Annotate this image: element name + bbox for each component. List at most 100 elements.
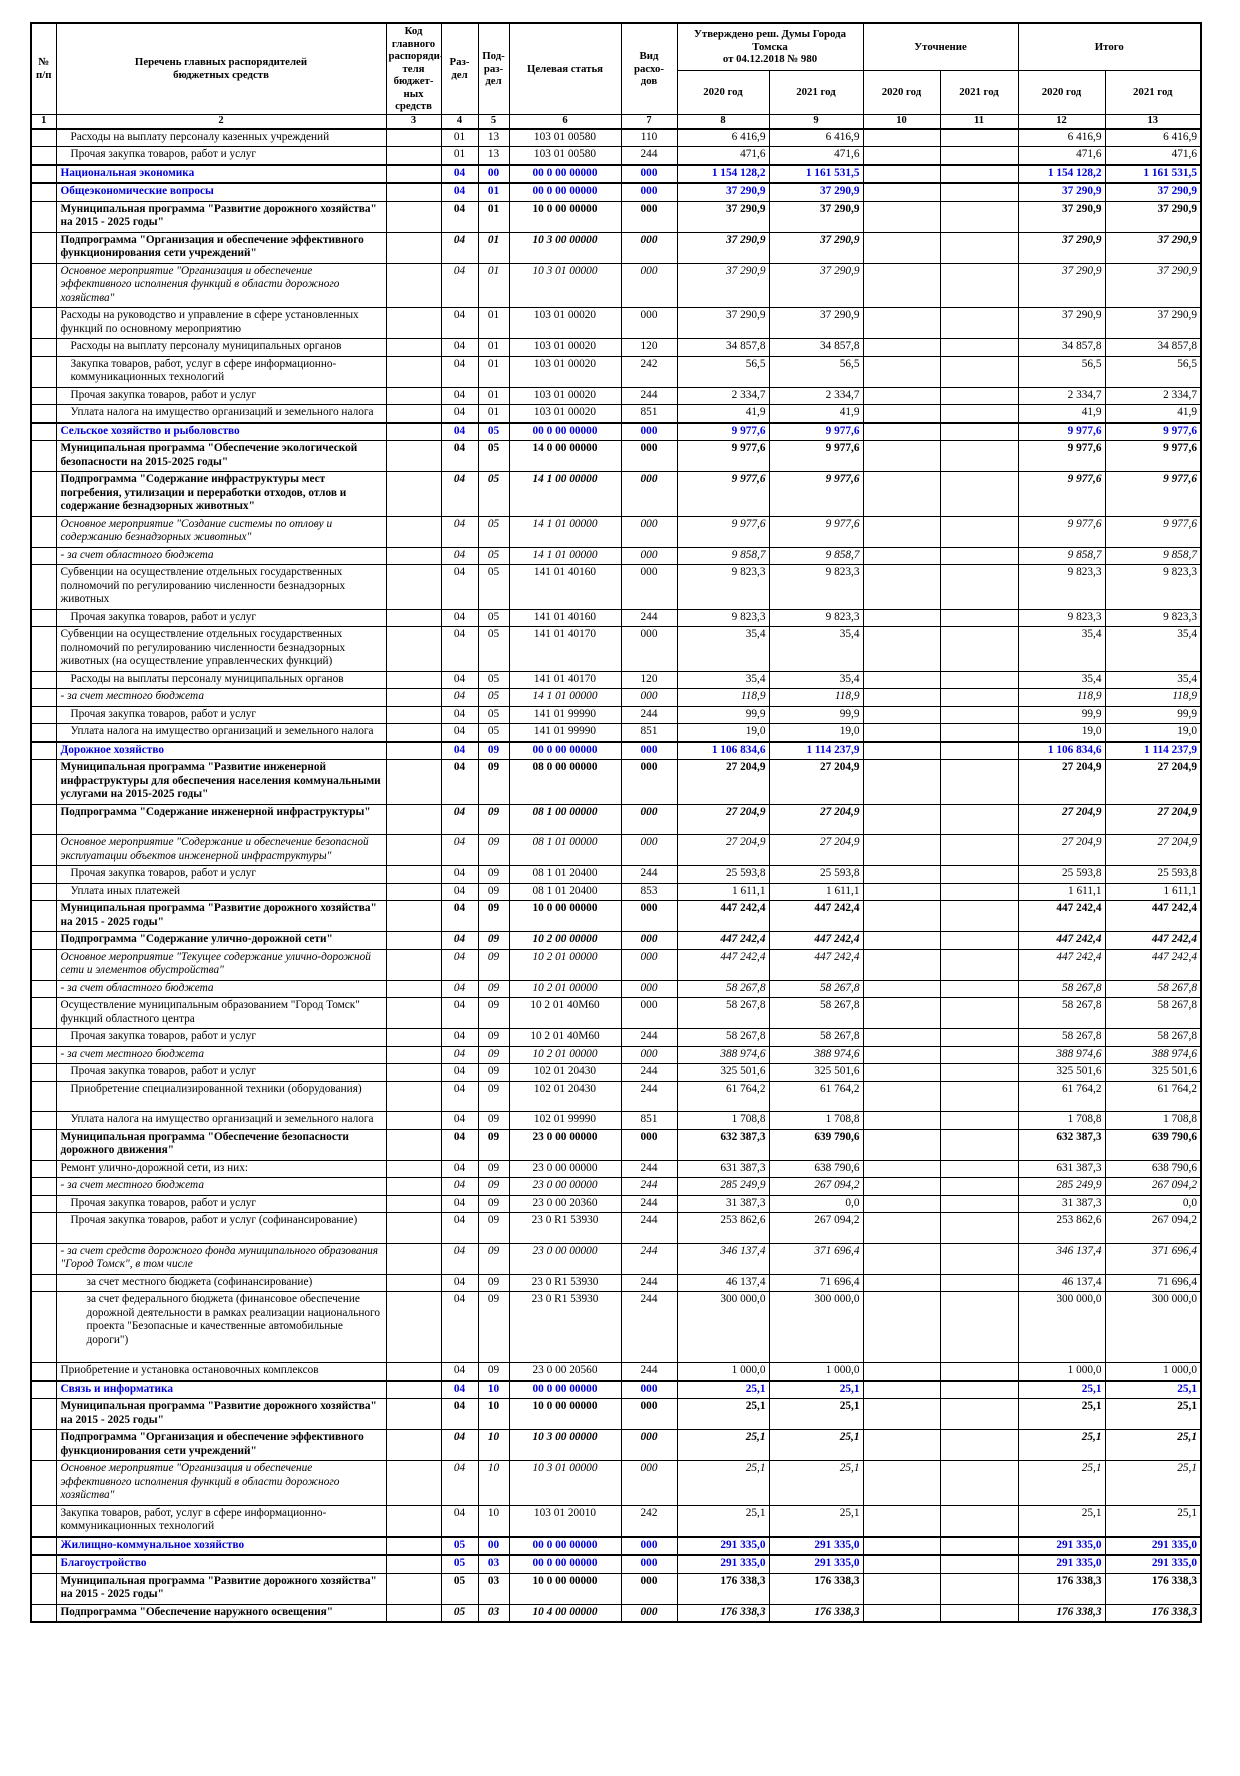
row-number-cell	[30, 1398, 57, 1430]
column-number: 11	[939, 113, 1019, 130]
total-2021-cell: 9 977,6	[1104, 421, 1202, 441]
expense-type-cell: 000	[620, 834, 678, 866]
total-2021-cell: 300 000,0	[1104, 1291, 1202, 1363]
podrazdel-cell: 09	[477, 1045, 510, 1064]
approved-2020-cell: 388 974,6	[676, 1045, 770, 1064]
razdel-cell: 04	[440, 865, 479, 884]
razdel-cell: 04	[440, 262, 479, 308]
total-2020-cell: 35,4	[1017, 670, 1106, 689]
approved-2021-cell: 176 338,3	[768, 1572, 864, 1605]
adjustment-2020-cell	[862, 626, 941, 672]
approved-2020-cell: 58 267,8	[676, 997, 770, 1029]
total-2020-cell: 9 977,6	[1017, 440, 1106, 472]
column-header-adjustment-2021: 2021 год	[939, 70, 1019, 115]
adjustment-2021-cell	[939, 1159, 1019, 1178]
total-2020-cell: 447 242,4	[1017, 931, 1106, 950]
razdel-cell: 04	[440, 723, 479, 742]
adjustment-2021-cell	[939, 705, 1019, 724]
approved-2020-cell: 6 416,9	[676, 128, 770, 147]
grbs-code-cell	[385, 688, 442, 707]
grbs-code-cell	[385, 948, 442, 981]
grbs-code-cell	[385, 1460, 442, 1506]
approved-2021-cell: 37 290,9	[768, 231, 864, 264]
grbs-code-cell	[385, 1080, 442, 1112]
target-article-cell: 10 2 01 00000	[508, 948, 622, 981]
adjustment-2021-cell	[939, 931, 1019, 950]
total-2020-cell: 632 387,3	[1017, 1128, 1106, 1161]
table-row: Благоустройство 05 03 00 0 00 00000 000 291 3…	[30, 1554, 1202, 1574]
total-2021-cell: 27 204,9	[1104, 834, 1202, 866]
approved-2020-cell: 99,9	[676, 705, 770, 724]
target-article-cell: 10 0 00 00000	[508, 900, 622, 932]
adjustment-2021-cell	[939, 262, 1019, 308]
target-article-cell: 08 1 01 00000	[508, 834, 622, 866]
row-label-cell: Уплата налога на имущество организаций и…	[55, 404, 387, 423]
table-row: Прочая закупка товаров, работ и услуг (с…	[30, 1212, 1202, 1244]
razdel-cell: 04	[440, 948, 479, 981]
total-2021-cell: 19,0	[1104, 723, 1202, 742]
adjustment-2020-cell	[862, 1128, 941, 1161]
total-2021-cell: 0,0	[1104, 1194, 1202, 1213]
row-number-cell	[30, 723, 57, 742]
target-article-cell: 10 0 00 00000	[508, 1572, 622, 1605]
column-header-approved-2020: 2020 год	[676, 70, 770, 115]
adjustment-2021-cell	[939, 1379, 1019, 1399]
approved-2020-cell: 58 267,8	[676, 979, 770, 998]
adjustment-2021-cell	[939, 723, 1019, 742]
total-2020-cell: 346 137,4	[1017, 1242, 1106, 1275]
approved-2020-cell: 447 242,4	[676, 948, 770, 981]
target-article-cell: 103 01 00020	[508, 338, 622, 357]
column-number: 4	[440, 113, 479, 130]
table-row: Расходы на выплаты персоналу муниципальн…	[30, 670, 1202, 689]
razdel-cell: 04	[440, 182, 479, 202]
approved-2020-cell: 31 387,3	[676, 1194, 770, 1213]
expense-type-cell: 110	[620, 128, 678, 147]
row-label-cell: Расходы на выплату персоналу казенных уч…	[55, 128, 387, 147]
adjustment-2020-cell	[862, 803, 941, 835]
adjustment-2021-cell	[939, 1572, 1019, 1605]
adjustment-2020-cell	[862, 1045, 941, 1064]
row-number-cell	[30, 626, 57, 672]
grbs-code-cell	[385, 128, 442, 147]
expense-type-cell: 000	[620, 997, 678, 1029]
row-number-cell	[30, 1159, 57, 1178]
grbs-code-cell	[385, 1603, 442, 1623]
approved-2020-cell: 37 290,9	[676, 182, 770, 202]
row-number-cell	[30, 1273, 57, 1292]
row-label-cell: Прочая закупка товаров, работ и услуг	[55, 705, 387, 724]
razdel-cell: 04	[440, 1460, 479, 1506]
adjustment-2021-cell	[939, 128, 1019, 147]
podrazdel-cell: 09	[477, 1128, 510, 1161]
target-article-cell: 141 01 40170	[508, 626, 622, 672]
podrazdel-cell: 09	[477, 803, 510, 835]
grbs-code-cell	[385, 146, 442, 165]
razdel-cell: 04	[440, 338, 479, 357]
total-2020-cell: 61 764,2	[1017, 1080, 1106, 1112]
expense-type-cell: 244	[620, 1212, 678, 1244]
podrazdel-cell: 09	[477, 834, 510, 866]
table-row: за счет местного бюджета (софинансирован…	[30, 1273, 1202, 1292]
row-label-cell: Муниципальная программа "Обеспечение эко…	[55, 440, 387, 472]
grbs-code-cell	[385, 1128, 442, 1161]
approved-2020-cell: 9 977,6	[676, 515, 770, 548]
razdel-cell: 04	[440, 1194, 479, 1213]
row-number-cell	[30, 355, 57, 388]
grbs-code-cell	[385, 440, 442, 472]
podrazdel-cell: 10	[477, 1429, 510, 1461]
total-2021-cell: 639 790,6	[1104, 1128, 1202, 1161]
adjustment-2020-cell	[862, 723, 941, 742]
table-row: Подпрограмма "Организация и обеспечение …	[30, 1429, 1202, 1461]
expense-type-cell: 242	[620, 1504, 678, 1537]
row-number-cell	[30, 740, 57, 760]
table-row: Приобретение и установка остановочных ко…	[30, 1362, 1202, 1381]
total-2020-cell: 1 708,8	[1017, 1111, 1106, 1130]
target-article-cell: 00 0 00 00000	[508, 163, 622, 184]
razdel-cell: 04	[440, 1291, 479, 1363]
approved-2020-cell: 46 137,4	[676, 1273, 770, 1292]
razdel-cell: 04	[440, 440, 479, 472]
adjustment-2020-cell	[862, 865, 941, 884]
approved-2020-cell: 9 977,6	[676, 440, 770, 472]
adjustment-2021-cell	[939, 1535, 1019, 1556]
razdel-cell: 04	[440, 1128, 479, 1161]
adjustment-2020-cell	[862, 182, 941, 202]
